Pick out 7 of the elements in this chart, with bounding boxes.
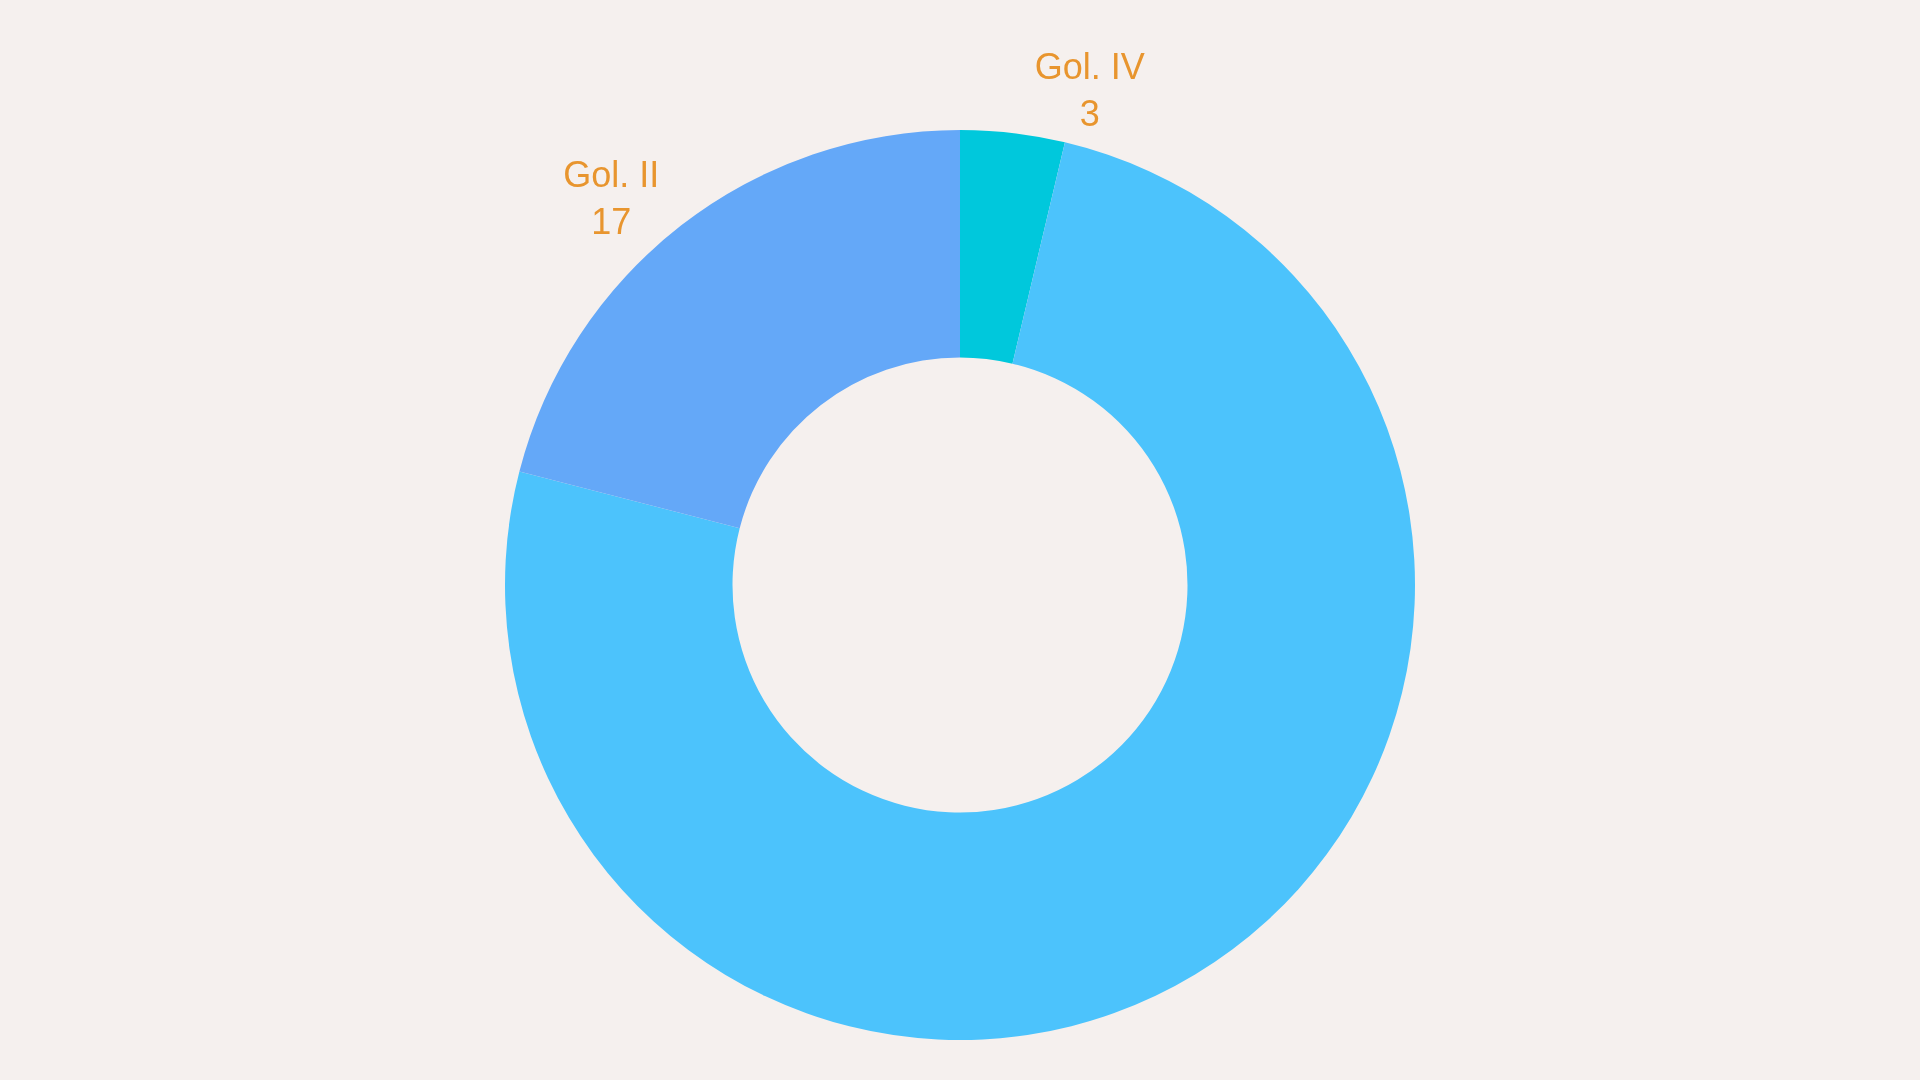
data-label: 17: [591, 200, 632, 242]
donut-slice: [960, 130, 1065, 364]
data-label: 3: [1079, 92, 1100, 134]
donut-slice: [519, 130, 960, 529]
slice-label: Gol. IV: [1034, 45, 1145, 87]
slice-label: Gol. II: [563, 154, 660, 196]
donut-slice: [505, 142, 1415, 1040]
